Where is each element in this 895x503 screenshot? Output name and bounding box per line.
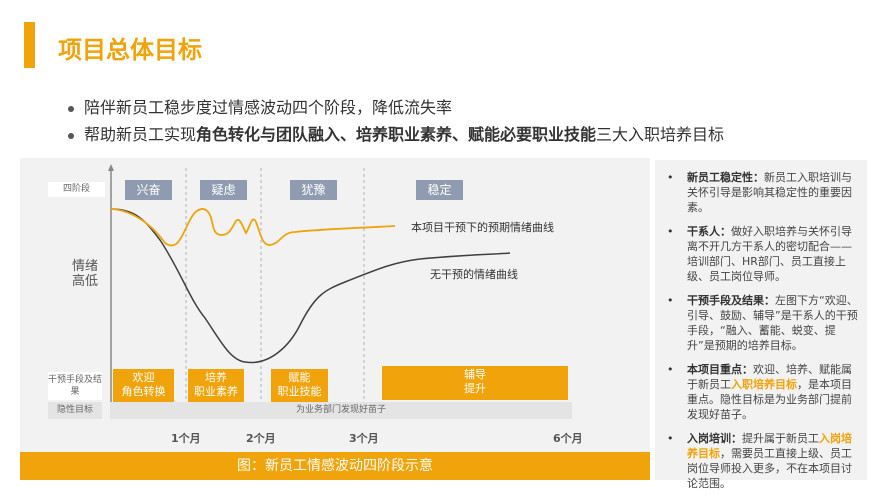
- means-line: 角色转换: [121, 385, 166, 398]
- means-line: 职业素养: [194, 385, 238, 398]
- means-empower: 赋能 职业技能: [271, 369, 328, 402]
- bullet-dot-icon: [68, 105, 74, 112]
- note-head: 新员工稳定性：: [687, 171, 764, 184]
- stage-excited: 兴奋: [125, 180, 172, 200]
- hidden-goal-bar: 为业务部门发现好苗子: [110, 402, 572, 419]
- means-line: 培养: [205, 371, 227, 384]
- means-line: 欢迎: [132, 371, 155, 384]
- tick-1-month: 1个月: [171, 432, 201, 445]
- legend-with-intervention: 本项目干预下的预期情绪曲线: [411, 221, 554, 234]
- bullet-dot-icon: [68, 132, 74, 139]
- note-focus: 本项目重点：欢迎、培养、赋能属于新员工入职培养目标，是本项目重点。隐性目标是为业…: [665, 362, 859, 422]
- note-stakeholders: 干系人：做好入职培养与关怀引导离不开几方干系人的密切配合——培训部门、HR部门、…: [665, 224, 859, 284]
- note-text: 欢迎、培养、赋能属于新员工: [687, 363, 852, 391]
- note-onboarding: 入岗培训：提升属于新员工入岗培养目标，需要员工直接上级、员工岗位导师投入更多，不…: [665, 431, 859, 491]
- note-text: 提升属于新员工: [742, 432, 819, 445]
- means-line: 赋能: [288, 371, 311, 384]
- bullet-2: 帮助新员工实现角色转化与团队融入、培养职业素养、赋能必要职业技能三大入职培养目标: [68, 121, 724, 145]
- note-head: 本项目重点：: [687, 363, 753, 376]
- bullet-text: 三大入职培养目标: [596, 125, 725, 144]
- curve-no-intervention: [110, 208, 511, 364]
- note-text: 新员工入职培训与关怀引导是影响其稳定性的重要因素。: [687, 171, 852, 214]
- note-means: 干预手段及结果：左图下方“欢迎、引导、鼓励、辅导”是干系人的干预手段，“融入、蓄…: [665, 293, 859, 353]
- note-head: 入岗培训：: [687, 432, 742, 445]
- means-cultivate: 培养 职业素养: [188, 369, 244, 402]
- y-axis-arrow-icon: [108, 164, 114, 171]
- note-stability: 新员工稳定性：新员工入职培训与关怀引导是影响其稳定性的重要因素。: [665, 170, 859, 215]
- tick-3-month: 3个月: [349, 432, 379, 445]
- curve-with-intervention: [110, 208, 396, 247]
- row-label-means: 干预手段及结果: [48, 372, 102, 400]
- y-label-line: 情绪: [72, 259, 99, 274]
- bullet-text: 帮助新员工实现: [84, 125, 197, 144]
- means-line: 职业技能: [277, 385, 322, 398]
- note-text: ，是本项目重点。隐性目标是为业务部门提前发现好苗子。: [687, 378, 852, 421]
- note-highlight: 入岗培养目标: [687, 432, 852, 460]
- figure-caption: 图：新员工情感波动四阶段示意: [20, 452, 650, 480]
- stage-stable: 稳定: [416, 180, 463, 200]
- y-axis-label: 情绪 高低: [72, 259, 98, 289]
- note-text: ，需要员工直接上级、员工岗位导师投入更多，不在本项目讨论范围。: [687, 447, 852, 490]
- note-head: 干预手段及结果：: [687, 294, 775, 307]
- row-label-hidden: 隐性目标: [48, 402, 102, 419]
- note-text: 做好入职培养与关怀引导离不开几方干系人的密切配合——培训部门、HR部门、员工直接…: [687, 225, 852, 283]
- title-accent-bar: [24, 22, 35, 68]
- means-welcome: 欢迎 角色转换: [113, 369, 174, 402]
- means-line: 辅导: [464, 368, 486, 381]
- side-notes: 新员工稳定性：新员工入职培训与关怀引导是影响其稳定性的重要因素。 干系人：做好入…: [655, 160, 867, 490]
- stage-doubt: 疑虑: [200, 180, 247, 200]
- y-label-line: 高低: [72, 274, 99, 289]
- bullet-text: 陪伴新员工稳步度过情感波动四个阶段，降低流失率: [84, 98, 453, 117]
- tick-2-month: 2个月: [246, 432, 276, 445]
- bullet-bold-text: 角色转化与团队融入、培养职业素养、赋能必要职业技能: [196, 125, 597, 144]
- row-label-stages: 四阶段: [48, 182, 105, 197]
- bullet-1: 陪伴新员工稳步度过情感波动四个阶段，降低流失率: [68, 94, 452, 118]
- note-highlight: 入职培养目标: [731, 378, 797, 391]
- note-head: 干系人：: [687, 225, 731, 238]
- page-title: 项目总体目标: [58, 36, 202, 64]
- note-text: 左图下方“欢迎、引导、鼓励、辅导”是干系人的干预手段，“融入、蓄能、蜕变、提升”…: [687, 294, 858, 352]
- tick-6-month: 6个月: [553, 432, 583, 445]
- means-coach: 辅导 提升: [382, 366, 568, 400]
- stage-hesitate: 犹豫: [290, 180, 337, 200]
- legend-no-intervention: 无干预的情绪曲线: [430, 268, 518, 281]
- means-line: 提升: [464, 382, 486, 395]
